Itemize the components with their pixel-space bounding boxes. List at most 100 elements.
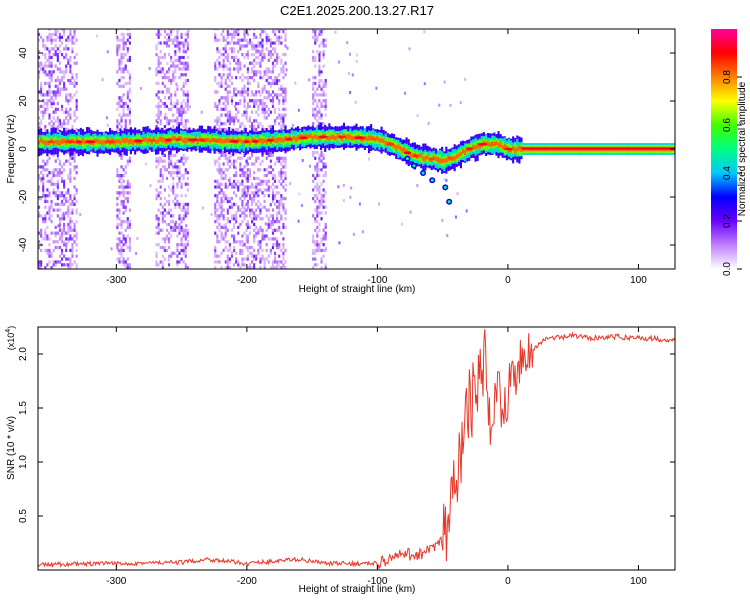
spectrogram-noise-cell [120, 165, 123, 169]
spectrogram-noise-cell [157, 107, 160, 111]
spectrogram-noise-cell [46, 93, 49, 97]
spectrogram-noise-cell [318, 156, 321, 160]
spectrogram-noise-cell [226, 73, 229, 77]
spectrogram-noise-cell [69, 168, 72, 172]
spectrogram-noise-cell [318, 107, 321, 111]
spectrogram-noise-cell [172, 191, 175, 195]
spectrogram-noise-cell [157, 29, 160, 34]
spectrogram-noise-cell [56, 93, 59, 97]
spectrogram-noise-cell [186, 104, 189, 109]
spectrogram-noise-cell [282, 257, 285, 261]
spectrogram-ridge-cell [315, 135, 318, 140]
spectrogram-noise-cell [56, 90, 59, 94]
spectrogram-noise-cell [271, 243, 275, 247]
spectrogram-noise-cell [314, 58, 317, 62]
spectrogram-noise-cell [233, 191, 236, 195]
spectrogram-noise-cell [246, 199, 249, 204]
spectrogram-noise-cell [267, 171, 270, 175]
spectrogram-noise-cell [233, 58, 236, 62]
spectrogram-noise-cell [276, 76, 279, 80]
spectrogram-noise-cell [161, 228, 164, 232]
spectrogram-speck [215, 89, 218, 93]
spectrogram-noise-cell [186, 93, 189, 97]
spectrogram-noise-cell [116, 125, 119, 129]
spectrogram-noise-cell [224, 44, 227, 48]
spectrogram-noise-cell [67, 35, 70, 39]
spectrogram-ridge-cell [626, 147, 630, 151]
spectrogram-noise-cell [180, 122, 183, 126]
spectrogram-noise-cell [267, 50, 270, 54]
spectrogram-noise-cell [120, 199, 123, 204]
spectrogram-ridge-cell [125, 138, 128, 143]
spectrogram-noise-cell [186, 266, 189, 269]
spectrogram-noise-cell [56, 156, 59, 160]
spectrogram-noise-cell [75, 191, 78, 195]
spectrogram-noise-cell [186, 231, 189, 235]
spectrogram-speck [351, 73, 354, 77]
spectrogram-noise-cell [46, 173, 49, 178]
spectrogram-noise-cell [65, 44, 68, 48]
spectrogram-noise-cell [60, 199, 64, 204]
spectrogram-noise-cell [58, 81, 61, 85]
spectrogram-noise-cell [65, 99, 68, 103]
spectrogram-noise-cell [235, 107, 238, 111]
spectrogram-noise-cell [42, 182, 45, 186]
spectrogram-noise-cell [126, 107, 129, 111]
spectrogram-noise-cell [46, 211, 49, 215]
spectrogram-noise-cell [316, 248, 319, 253]
spectrogram-noise-cell [54, 50, 57, 54]
spectrogram-ridge-cell [131, 139, 135, 146]
spectrogram-noise-cell [216, 179, 219, 183]
spectrogram-noise-cell [214, 67, 217, 71]
spectrogram-noise-cell [248, 125, 252, 129]
spectrogram-noise-cell [161, 173, 164, 178]
spectrogram-noise-cell [274, 119, 277, 123]
spectrogram-noise-cell [214, 76, 217, 80]
spectrogram-noise-cell [42, 38, 45, 42]
spectrogram-noise-cell [216, 38, 219, 42]
spectrogram-noise-cell [253, 234, 256, 238]
spectrogram-noise-cell [263, 260, 266, 264]
spectrogram-noise-cell [257, 231, 260, 235]
spectrogram-noise-cell [230, 182, 234, 186]
spectrogram-noise-cell [186, 99, 189, 103]
spectrogram-noise-cell [280, 58, 283, 62]
spectrogram-noise-cell [176, 116, 179, 120]
spectrogram-noise-cell [172, 199, 175, 204]
spectrogram-noise-cell [58, 245, 61, 250]
spectrogram-noise-cell [246, 53, 249, 57]
spectrogram-noise-cell [216, 67, 219, 71]
spectrogram-noise-cell [216, 234, 219, 238]
spectrogram-noise-cell [157, 263, 160, 267]
spectrogram-noise-cell [284, 113, 287, 117]
spectrogram-noise-cell [265, 208, 268, 212]
spectrogram-noise-cell [42, 110, 45, 114]
spectrogram-noise-cell [214, 266, 217, 269]
spectrogram-noise-cell [40, 84, 43, 88]
spectrogram-noise-cell [282, 76, 285, 80]
spectrogram-noise-cell [241, 194, 244, 198]
spectrogram-noise-cell [230, 96, 234, 100]
spectrogram-noise-cell [228, 73, 231, 77]
spectrogram-speck [289, 182, 292, 186]
spectrogram-noise-cell [48, 58, 51, 62]
spectrogram-noise-cell [122, 70, 125, 74]
spectrogram-noise-cell [312, 29, 315, 31]
spectrogram-noise-cell [269, 110, 272, 114]
spectrogram-noise-cell [239, 222, 242, 227]
spectrogram-noise-cell [243, 153, 246, 157]
spectrogram-noise-cell [40, 231, 43, 235]
spectrogram-x-tick-label: -100 [367, 275, 387, 286]
spectrogram-noise-cell [253, 222, 256, 227]
spectrogram-ridge-cell [643, 147, 646, 151]
spectrogram-noise-cell [220, 153, 223, 157]
spectrogram-noise-cell [168, 240, 171, 244]
spectrogram-noise-cell [245, 116, 248, 120]
spectrogram-noise-cell [176, 202, 179, 206]
spectrogram-noise-cell [230, 32, 234, 37]
spectrogram-noise-cell [284, 90, 287, 94]
spectrogram-noise-cell [186, 211, 189, 215]
spectrogram-ridge-cell [228, 138, 231, 144]
spectrogram-noise-cell [184, 243, 187, 247]
colorbar-tick-label: 0.8 [722, 70, 733, 84]
